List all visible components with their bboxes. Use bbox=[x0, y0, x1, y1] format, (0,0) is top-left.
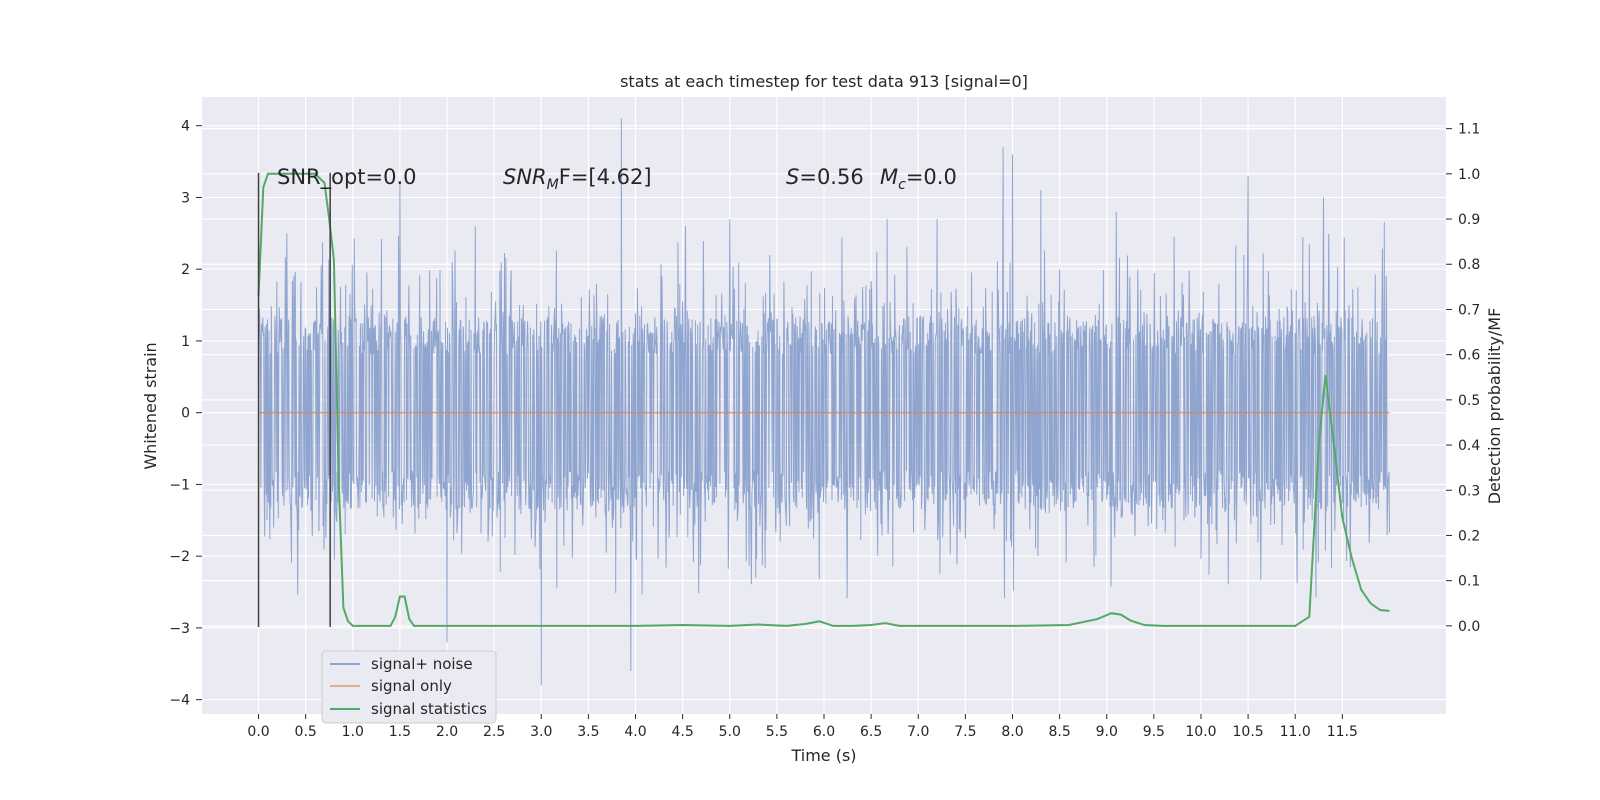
x-tick-label: 9.0 bbox=[1096, 724, 1118, 740]
x-tick-label: 3.0 bbox=[530, 724, 552, 740]
y-tick-label: −1 bbox=[169, 477, 190, 493]
mc-label: M bbox=[880, 165, 898, 189]
y2-tick-label: 0.1 bbox=[1458, 574, 1480, 590]
y-axis-label: Whitened strain bbox=[141, 342, 160, 469]
x-tick-label: 2.0 bbox=[436, 724, 458, 740]
x-tick-label: 10.5 bbox=[1233, 724, 1264, 740]
y-tick-label: 1 bbox=[181, 334, 190, 350]
x-tick-label: 7.5 bbox=[954, 724, 976, 740]
snr-opt-annotation: SNR_opt=0.0 bbox=[277, 165, 417, 190]
legend-label-signal-only: signal only bbox=[371, 677, 452, 695]
legend-label-statistics: signal statistics bbox=[371, 700, 487, 718]
y2-tick-label: 0.2 bbox=[1458, 528, 1480, 544]
mc-sub: c bbox=[898, 177, 906, 193]
grid bbox=[202, 97, 1446, 714]
x-tick-label: 5.5 bbox=[766, 724, 788, 740]
signal-statistics-line bbox=[257, 172, 1390, 627]
snr-mf-annotation: SNRMF=[4.62] bbox=[503, 165, 652, 193]
y2-tick-label: 0.3 bbox=[1458, 483, 1480, 499]
x-tick-label: 6.5 bbox=[860, 724, 882, 740]
x-tick-label: 10.0 bbox=[1185, 724, 1216, 740]
s-label: S bbox=[786, 165, 799, 189]
y2-tick-label: 1.1 bbox=[1458, 122, 1480, 138]
x-axis: 0.0 0.5 1.0 1.5 2.0 2.5 3.0 3.5 4.0 4.5 5.0 5.5 6.0 6… bbox=[247, 714, 1358, 740]
snr-mf-prefix: SNR bbox=[503, 165, 547, 189]
snr-mf-suffix: F=[4.62] bbox=[559, 165, 652, 189]
y2-tick-label: 0.7 bbox=[1458, 302, 1480, 318]
y2-tick-label: 0.8 bbox=[1458, 257, 1480, 273]
legend-box bbox=[321, 650, 497, 724]
x-tick-label: 9.5 bbox=[1143, 724, 1165, 740]
x-tick-label: 2.5 bbox=[483, 724, 505, 740]
chart-title: stats at each timestep for test data 913… bbox=[620, 72, 1028, 91]
y2-tick-label: 1.0 bbox=[1458, 167, 1480, 183]
x-tick-label: 11.0 bbox=[1280, 724, 1311, 740]
window-markers bbox=[257, 172, 331, 627]
x-tick-label: 8.0 bbox=[1001, 724, 1023, 740]
x-tick-label: 8.5 bbox=[1048, 724, 1070, 740]
y-tick-label: −4 bbox=[169, 693, 190, 709]
legend: signal+ noise signal only signal statist… bbox=[321, 650, 497, 724]
y-tick-label: −2 bbox=[169, 549, 190, 565]
snr-mf-sub: M bbox=[547, 177, 559, 193]
y-axis-right: 1.1 1.0 0.9 0.8 0.7 0.6 0.5 0.4 0.3 0.2 0.1 0.0 bbox=[1446, 122, 1480, 635]
x-tick-label: 1.0 bbox=[342, 724, 364, 740]
mc-annotation: Mc=0.0 bbox=[880, 165, 957, 193]
x-tick-label: 11.5 bbox=[1327, 724, 1358, 740]
y2-tick-label: 0.4 bbox=[1458, 438, 1480, 454]
x-tick-label: 1.5 bbox=[389, 724, 411, 740]
y2-tick-label: 0.6 bbox=[1458, 348, 1480, 364]
y-tick-label: 2 bbox=[181, 262, 190, 278]
y-tick-label: −3 bbox=[169, 621, 190, 637]
s-annotation: S=0.56 bbox=[786, 165, 864, 189]
y-tick-label: 0 bbox=[181, 406, 190, 422]
x-tick-label: 0.0 bbox=[247, 724, 269, 740]
y-tick-label: 3 bbox=[181, 190, 190, 206]
signal-statistics-series bbox=[257, 172, 1390, 627]
s-value: =0.56 bbox=[799, 165, 863, 189]
y2-tick-label: 0.5 bbox=[1458, 393, 1480, 409]
signal-noise-line bbox=[258, 118, 1390, 686]
x-tick-label: 5.0 bbox=[719, 724, 741, 740]
x-tick-label: 7.0 bbox=[907, 724, 929, 740]
x-axis-label: Time (s) bbox=[790, 746, 856, 765]
y-axis-left: 4 3 2 1 0 −1 −2 −3 −4 bbox=[169, 119, 202, 709]
y-tick-label: 4 bbox=[181, 119, 190, 135]
x-tick-label: 0.5 bbox=[295, 724, 317, 740]
signal-noise-series bbox=[258, 118, 1390, 686]
y2-tick-label: 0.0 bbox=[1458, 619, 1480, 635]
y2-axis-label: Detection probability/MF bbox=[1485, 308, 1504, 505]
x-tick-label: 6.0 bbox=[813, 724, 835, 740]
y2-tick-label: 0.9 bbox=[1458, 212, 1480, 228]
x-tick-label: 3.5 bbox=[577, 724, 599, 740]
x-tick-label: 4.0 bbox=[624, 724, 646, 740]
x-tick-label: 4.5 bbox=[672, 724, 694, 740]
mc-value: =0.0 bbox=[906, 165, 957, 189]
legend-label-noise: signal+ noise bbox=[371, 655, 473, 673]
